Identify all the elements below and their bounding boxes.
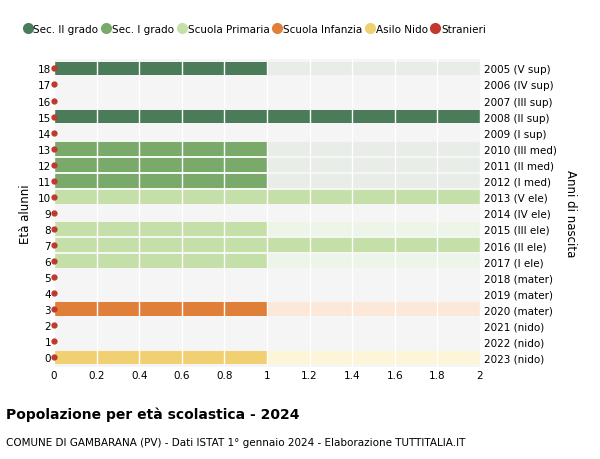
Bar bbox=[54, 223, 267, 236]
Text: COMUNE DI GAMBARANA (PV) - Dati ISTAT 1° gennaio 2024 - Elaborazione TUTTITALIA.: COMUNE DI GAMBARANA (PV) - Dati ISTAT 1°… bbox=[6, 437, 466, 447]
Y-axis label: Età alunni: Età alunni bbox=[19, 184, 32, 243]
Bar bbox=[54, 239, 480, 252]
Bar bbox=[54, 111, 480, 124]
Bar bbox=[54, 239, 480, 252]
Bar bbox=[54, 174, 267, 188]
Bar bbox=[54, 95, 480, 108]
Bar bbox=[54, 143, 480, 156]
Text: Popolazione per età scolastica - 2024: Popolazione per età scolastica - 2024 bbox=[6, 406, 299, 421]
Bar bbox=[54, 62, 267, 76]
Bar bbox=[54, 78, 480, 92]
Bar bbox=[54, 351, 480, 364]
Bar bbox=[54, 303, 267, 316]
Bar bbox=[54, 351, 267, 364]
Bar bbox=[54, 303, 480, 316]
Bar bbox=[54, 287, 480, 300]
Bar bbox=[54, 319, 480, 332]
Bar bbox=[54, 158, 480, 172]
Bar bbox=[54, 207, 480, 220]
Bar bbox=[54, 223, 480, 236]
Bar bbox=[54, 143, 267, 156]
Bar bbox=[54, 190, 480, 204]
Y-axis label: Anni di nascita: Anni di nascita bbox=[564, 170, 577, 257]
Bar bbox=[54, 255, 480, 269]
Bar bbox=[54, 111, 480, 124]
Legend: Sec. II grado, Sec. I grado, Scuola Primaria, Scuola Infanzia, Asilo Nido, Stran: Sec. II grado, Sec. I grado, Scuola Prim… bbox=[25, 25, 486, 35]
Bar bbox=[54, 174, 480, 188]
Bar bbox=[54, 127, 480, 140]
Bar bbox=[54, 271, 480, 284]
Bar bbox=[54, 255, 267, 269]
Bar bbox=[54, 158, 267, 172]
Bar bbox=[54, 335, 480, 348]
Bar bbox=[54, 190, 480, 204]
Bar bbox=[54, 62, 480, 76]
